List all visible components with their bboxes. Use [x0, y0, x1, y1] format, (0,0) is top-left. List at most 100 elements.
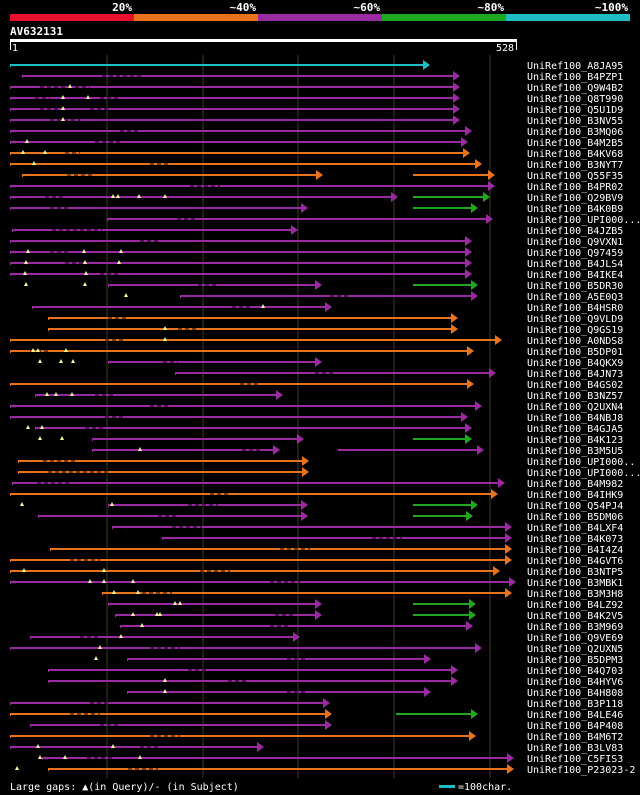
hit-row[interactable]: UniRef100_B4GS02 — [8, 379, 623, 391]
hit-row[interactable]: UniRef100_Q54PJ4 — [8, 500, 623, 512]
hit-row[interactable]: UniRef100_A0NDS8 — [8, 335, 623, 347]
hit-label[interactable]: UniRef100_B4LXF4 — [527, 523, 623, 534]
hit-row[interactable]: UniRef100_B4IHK9 — [8, 489, 623, 501]
hit-label[interactable]: UniRef100_Q9VLD9 — [527, 314, 623, 325]
hit-label[interactable]: UniRef100_B4JLS4 — [527, 259, 623, 270]
hit-label[interactable]: UniRef100_B4P408 — [527, 721, 623, 732]
hit-row[interactable]: UniRef100_Q55F35 — [8, 170, 623, 182]
hit-label[interactable]: UniRef100_B3M969 — [527, 622, 623, 633]
hit-label[interactable]: UniRef100_B4I4Z4 — [527, 545, 623, 556]
hit-row[interactable]: UniRef100_B4P408 — [8, 720, 623, 732]
hit-row[interactable]: UniRef100_B4HYV6 — [8, 676, 623, 688]
hit-row[interactable]: UniRef100_B4Q703 — [8, 665, 623, 677]
hit-row[interactable]: UniRef100_B4LXF4 — [8, 522, 623, 534]
hit-label[interactable]: UniRef100_A0NDS8 — [527, 336, 623, 347]
hit-label[interactable]: UniRef100_B3LV83 — [527, 743, 623, 754]
hit-label[interactable]: UniRef100_B4JZB5 — [527, 226, 623, 237]
hit-row[interactable]: UniRef100_B4QKX9 — [8, 357, 623, 369]
hit-label[interactable]: UniRef100_Q2UXN4 — [527, 402, 623, 413]
hit-row[interactable]: UniRef100_B4GJA5 — [8, 423, 623, 435]
hit-row[interactable]: UniRef100_B3M969 — [8, 621, 623, 633]
hit-row[interactable]: UniRef100_B3NTP5 — [8, 566, 623, 578]
hit-row[interactable]: UniRef100_UPI000... — [8, 214, 640, 226]
hit-label[interactable]: UniRef100_B3M3H8 — [527, 589, 623, 600]
hit-row[interactable]: UniRef100_Q8T990 — [8, 93, 623, 105]
hit-row[interactable]: UniRef100_B4LE46 — [8, 709, 623, 721]
hit-row[interactable]: UniRef100_B4K123 — [8, 434, 623, 446]
hit-label[interactable]: UniRef100_B4QKX9 — [527, 358, 623, 369]
hit-row[interactable]: UniRef100_B4PR02 — [8, 181, 623, 193]
hit-label[interactable]: UniRef100_B4KV68 — [527, 149, 623, 160]
hit-row[interactable]: UniRef100_Q2UXN4 — [8, 401, 623, 413]
hit-label[interactable]: UniRef100_B4IKE4 — [527, 270, 623, 281]
hit-row[interactable]: UniRef100_B4NBJ8 — [8, 412, 623, 424]
hit-label[interactable]: UniRef100_B4NBJ8 — [527, 413, 623, 424]
hit-row[interactable]: UniRef100_B3M5U5 — [8, 445, 623, 457]
hit-row[interactable]: UniRef100_B4KV68 — [8, 148, 623, 160]
hit-label[interactable]: UniRef100_Q2UXN5 — [527, 644, 623, 655]
hit-label[interactable]: UniRef100_Q54PJ4 — [527, 501, 623, 512]
hit-label[interactable]: UniRef100_B4K2V5 — [527, 611, 623, 622]
hit-label[interactable]: UniRef100_UPI000... — [527, 215, 640, 226]
hit-label[interactable]: UniRef100_B5DPM3 — [527, 655, 623, 666]
hit-row[interactable]: UniRef100_B4K0B9 — [8, 203, 623, 215]
hit-label[interactable]: UniRef100_B4M6T2 — [527, 732, 623, 743]
hit-row[interactable]: UniRef100_B3M3H8 — [8, 588, 623, 600]
hit-label[interactable]: UniRef100_B4GJA5 — [527, 424, 623, 435]
hit-row[interactable]: UniRef100_A5E0Q3 — [8, 291, 623, 303]
hit-row[interactable]: UniRef100_B5DR30 — [8, 280, 623, 292]
hit-row[interactable]: UniRef100_Q97459 — [8, 247, 623, 259]
hit-row[interactable]: UniRef100_B3MQ06 — [8, 126, 623, 138]
hit-row[interactable]: UniRef100_P23023-2 — [8, 764, 635, 776]
hit-label[interactable]: UniRef100_UPI000... — [527, 468, 640, 479]
hit-label[interactable]: UniRef100_B4JN73 — [527, 369, 623, 380]
hit-row[interactable]: UniRef100_B3MBK1 — [8, 577, 623, 589]
hit-label[interactable]: UniRef100_B4HSR0 — [527, 303, 623, 314]
hit-row[interactable]: UniRef100_B4M6T2 — [8, 731, 623, 743]
hit-row[interactable]: UniRef100_Q9VXN1 — [8, 236, 623, 248]
hit-row[interactable]: UniRef100_C5FIS3 — [8, 753, 623, 765]
hit-label[interactable]: UniRef100_Q5U1D9 — [527, 105, 623, 116]
hit-label[interactable]: UniRef100_B4M2B5 — [527, 138, 623, 149]
hit-label[interactable]: UniRef100_Q97459 — [527, 248, 623, 259]
hit-label[interactable]: UniRef100_B3MBK1 — [527, 578, 623, 589]
hit-label[interactable]: UniRef100_A5E0Q3 — [527, 292, 623, 303]
hit-label[interactable]: UniRef100_P23023-2 — [527, 765, 635, 776]
hit-row[interactable]: UniRef100_B4I4Z4 — [8, 544, 623, 556]
hit-label[interactable]: UniRef100_B5DM06 — [527, 512, 623, 523]
hit-label[interactable]: UniRef100_B4PZP1 — [527, 72, 623, 83]
hit-row[interactable]: UniRef100_Q9W4B2 — [8, 82, 623, 94]
hit-label[interactable]: UniRef100_B3P118 — [527, 699, 623, 710]
hit-label[interactable]: UniRef100_B4M982 — [527, 479, 623, 490]
hit-row[interactable]: UniRef100_Q5U1D9 — [8, 104, 623, 116]
hit-row[interactable]: UniRef100_B4LZ92 — [8, 599, 623, 611]
hit-row[interactable]: UniRef100_Q2UXN5 — [8, 643, 623, 655]
hit-label[interactable]: UniRef100_Q55F35 — [527, 171, 623, 182]
hit-label[interactable]: UniRef100_B4IHK9 — [527, 490, 623, 501]
hit-row[interactable]: UniRef100_B4IKE4 — [8, 269, 623, 281]
hit-label[interactable]: UniRef100_Q9GS19 — [527, 325, 623, 336]
hit-row[interactable]: UniRef100_B4PZP1 — [8, 71, 623, 83]
hit-row[interactable]: UniRef100_Q9VLD9 — [8, 313, 623, 325]
hit-label[interactable]: UniRef100_B4GVT6 — [527, 556, 623, 567]
hit-row[interactable]: UniRef100_B3LV83 — [8, 742, 623, 754]
hit-row[interactable]: UniRef100_Q29BV9 — [8, 192, 623, 204]
hit-row[interactable]: UniRef100_B5DPM3 — [8, 654, 623, 666]
hit-row[interactable]: UniRef100_Q9GS19 — [8, 324, 623, 336]
hit-label[interactable]: UniRef100_B4LE46 — [527, 710, 623, 721]
hit-label[interactable]: UniRef100_Q29BV9 — [527, 193, 623, 204]
hit-label[interactable]: UniRef100_B3NYT7 — [527, 160, 623, 171]
hit-label[interactable]: UniRef100_Q9VE69 — [527, 633, 623, 644]
hit-label[interactable]: UniRef100_B5DP01 — [527, 347, 623, 358]
hit-row[interactable]: UniRef100_B4K2V5 — [8, 610, 623, 622]
hit-label[interactable]: UniRef100_Q9W4B2 — [527, 83, 623, 94]
hit-label[interactable]: UniRef100_A8JA95 — [527, 61, 623, 72]
hit-row[interactable]: UniRef100_B4JZB5 — [8, 225, 623, 237]
hit-row[interactable]: UniRef100_UPI000.. — [8, 456, 635, 468]
hit-label[interactable]: UniRef100_B3M5U5 — [527, 446, 623, 457]
hit-label[interactable]: UniRef100_B4K123 — [527, 435, 623, 446]
hit-row[interactable]: UniRef100_Q9VE69 — [8, 632, 623, 644]
hit-label[interactable]: UniRef100_B3NZ57 — [527, 391, 623, 402]
hit-label[interactable]: UniRef100_B4LZ92 — [527, 600, 623, 611]
hit-row[interactable]: UniRef100_B5DM06 — [8, 511, 623, 523]
